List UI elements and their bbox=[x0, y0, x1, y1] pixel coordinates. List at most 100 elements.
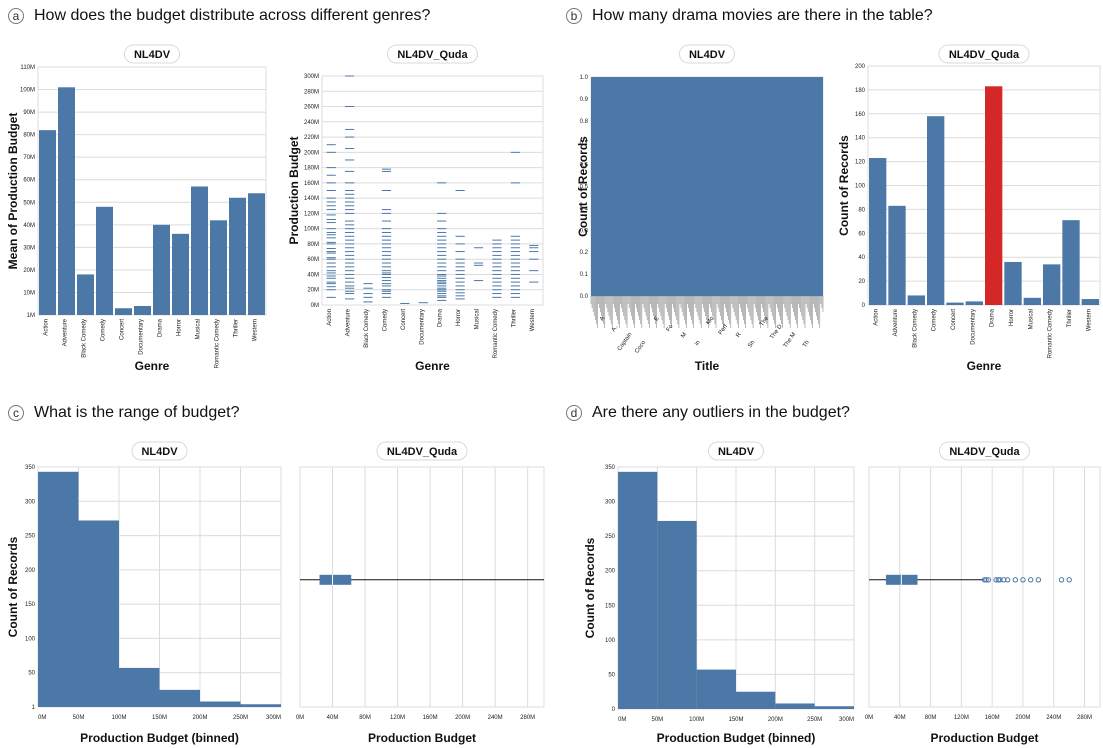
d_quda-xtick-5: 200M bbox=[1015, 715, 1030, 721]
b_nl4dv-xtick-5: Fo bbox=[666, 323, 675, 333]
c_quda-label-pill-bg bbox=[376, 441, 468, 461]
b_quda-bar-concert bbox=[946, 302, 964, 305]
d_quda-outlier-8 bbox=[1012, 577, 1018, 583]
b_nl4dv-y-title: Count of Records bbox=[576, 136, 590, 237]
a_nl4dv-xtick-7: Horror bbox=[177, 319, 183, 336]
b_quda-ytick-1: 20 bbox=[858, 279, 865, 285]
b_nl4dv-label-pill-bg bbox=[679, 44, 735, 64]
b_quda-xtick-2: Black Comedy bbox=[912, 309, 918, 348]
b_nl4dv-label-pill: NL4DV bbox=[689, 49, 726, 61]
b_nl4dv-xtick-14: The M bbox=[783, 332, 798, 349]
a_quda-ytick-2: 40M bbox=[307, 272, 319, 278]
c_quda-xtick-7: 280M bbox=[520, 715, 535, 721]
c_nl4dv-label-pill: NL4DV bbox=[141, 446, 178, 458]
b_quda-label-pill: NL4DV_Quda bbox=[949, 49, 1020, 61]
a_nl4dv-xtick-6: Drama bbox=[158, 318, 164, 337]
panel-title-b: b How many drama movies are there in the… bbox=[566, 8, 933, 24]
d_nl4dv-bar-2 bbox=[696, 669, 736, 709]
b_nl4dv-xtick-12: The bbox=[759, 315, 770, 327]
a_quda-ytick-11: 220M bbox=[304, 135, 319, 141]
b_nl4dv-ytick-7: 0.7 bbox=[580, 141, 589, 147]
b_nl4dv-ytick-5: 0.5 bbox=[580, 185, 589, 191]
a_nl4dv-ytick-7: 70M bbox=[23, 155, 35, 161]
c_nl4dv-ytick-0: 1 bbox=[32, 705, 36, 711]
b_quda-ytick-7: 140 bbox=[855, 136, 866, 142]
b_quda-bar-adventure bbox=[888, 205, 906, 305]
b_nl4dv-xtick-10: R bbox=[735, 331, 743, 339]
d_quda-outlier-7 bbox=[1004, 577, 1011, 583]
a_nl4dv-xtick-2: Black Comedy bbox=[82, 319, 88, 358]
b_nl4dv-ytick-1: 0.1 bbox=[580, 272, 589, 278]
d_nl4dv-xtick-5: 250M bbox=[807, 717, 822, 723]
d_quda-xtick-1: 40M bbox=[894, 715, 906, 721]
b_quda-xtick-7: Horror bbox=[1009, 309, 1015, 326]
b_nl4dv-xtick-15: Th bbox=[802, 340, 811, 349]
b_nl4dv-xtick-6: M bbox=[680, 332, 688, 340]
c_nl4dv-bar-1 bbox=[78, 520, 119, 707]
a_quda-ytick-8: 160M bbox=[304, 181, 319, 187]
d_quda-plot-frame bbox=[868, 466, 1101, 708]
panel-question-a: How does the budget distribute across di… bbox=[34, 7, 431, 24]
a_nl4dv-ytick-10: 100M bbox=[20, 88, 35, 94]
a_quda-ytick-10: 200M bbox=[304, 150, 319, 156]
b_nl4dv-bar-all bbox=[591, 77, 823, 296]
a_nl4dv-bar-comedy bbox=[96, 206, 113, 315]
b_nl4dv-xtick-9: Perf bbox=[718, 323, 729, 336]
b_nl4dv-xtick-0: A bbox=[599, 316, 606, 323]
a_nl4dv-ytick-3: 30M bbox=[23, 245, 35, 251]
b_quda-bar-documentary bbox=[965, 301, 983, 305]
b_quda-ytick-4: 80 bbox=[858, 207, 865, 213]
b_quda-bar-romantic-comedy bbox=[1043, 264, 1061, 305]
a_quda-ytick-3: 60M bbox=[307, 257, 319, 263]
c_quda-xtick-0: 0M bbox=[296, 715, 304, 721]
a_quda-ytick-12: 240M bbox=[304, 120, 319, 126]
a_nl4dv-bar-horror bbox=[172, 233, 189, 315]
b_quda-xtick-1: Adventure bbox=[893, 308, 899, 336]
b_quda-ytick-6: 120 bbox=[855, 160, 866, 166]
a_quda-xtick-5: Documentary bbox=[419, 309, 425, 345]
c_quda-xtick-6: 240M bbox=[488, 715, 503, 721]
a_quda-xtick-9: Romantic Comedy bbox=[493, 309, 499, 358]
b_nl4dv-xtick-7: in bbox=[694, 340, 702, 347]
c_nl4dv-xtick-4: 200M bbox=[192, 715, 207, 721]
b_nl4dv-ytick-8: 0.8 bbox=[580, 119, 589, 125]
b_quda-xtick-0: Action bbox=[874, 309, 880, 326]
d_nl4dv-xtick-0: 0M bbox=[618, 717, 626, 723]
panel-title-a: a How does the budget distribute across … bbox=[8, 8, 430, 24]
b_quda-bar-comedy bbox=[927, 116, 945, 305]
a_nl4dv-xtick-0: Action bbox=[44, 319, 50, 336]
a_nl4dv-ytick-5: 50M bbox=[23, 200, 35, 206]
b_quda-xtick-5: Documentary bbox=[970, 309, 976, 345]
b_quda-xtick-3: Comedy bbox=[932, 309, 938, 331]
c_nl4dv-label-pill-bg bbox=[131, 441, 188, 461]
b_quda-ytick-2: 40 bbox=[858, 255, 865, 261]
b_quda-bar-drama bbox=[985, 86, 1003, 305]
a_nl4dv-ytick-1: 10M bbox=[23, 290, 35, 296]
panel-title-d: d Are there any outliers in the budget? bbox=[566, 405, 850, 421]
c_nl4dv-xtick-6: 300M bbox=[266, 715, 281, 721]
panel-title-c: c What is the range of budget? bbox=[8, 405, 239, 421]
d_quda-outlier-6 bbox=[1001, 577, 1007, 583]
c_quda-xtick-4: 160M bbox=[423, 715, 438, 721]
b_quda-x-title: Genre bbox=[967, 359, 1002, 373]
b_quda-xtick-6: Drama bbox=[990, 308, 996, 327]
d_quda-outlier-13 bbox=[1066, 577, 1072, 583]
panel-letter-b: b bbox=[566, 8, 582, 24]
d_quda-xtick-4: 160M bbox=[985, 715, 1000, 721]
c_quda-xtick-3: 120M bbox=[390, 715, 405, 721]
d_quda-outlier-9 bbox=[1020, 577, 1026, 583]
d_nl4dv-label-pill: NL4DV bbox=[718, 446, 755, 458]
c_quda-xtick-5: 200M bbox=[455, 715, 470, 721]
a_nl4dv-ytick-11: 110M bbox=[20, 65, 35, 71]
d_nl4dv-ytick-6: 300 bbox=[605, 500, 616, 506]
a_nl4dv-label-pill: NL4DV bbox=[134, 49, 171, 61]
c_nl4dv-bar-2 bbox=[119, 667, 160, 707]
c_quda-plot-frame bbox=[299, 466, 545, 708]
d_nl4dv-xtick-3: 150M bbox=[728, 717, 743, 723]
a_nl4dv-bar-western bbox=[248, 193, 265, 315]
c_nl4dv-ytick-3: 150 bbox=[25, 602, 36, 608]
b_quda-bar-western bbox=[1081, 299, 1099, 305]
a_quda-x-title: Genre bbox=[415, 359, 450, 373]
a_quda-xtick-11: Western bbox=[530, 309, 536, 331]
b_quda-ytick-5: 100 bbox=[855, 184, 866, 190]
